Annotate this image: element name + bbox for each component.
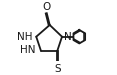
Text: N: N (64, 32, 71, 42)
Text: O: O (43, 2, 51, 12)
Text: S: S (54, 64, 61, 74)
Text: HN: HN (20, 45, 35, 55)
Text: NH: NH (17, 32, 32, 42)
